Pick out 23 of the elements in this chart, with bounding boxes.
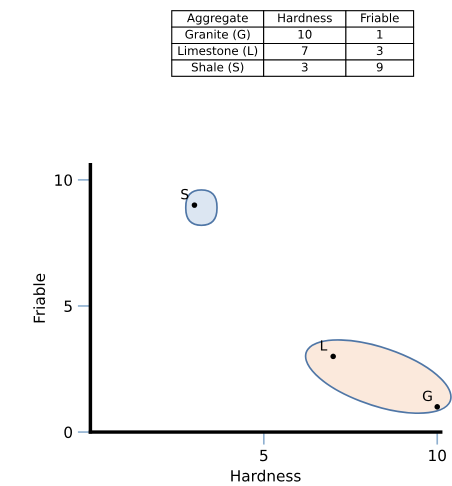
point <box>434 404 440 410</box>
text: Hardness <box>278 13 332 22</box>
category-label: Granite (G) <box>185 30 250 40</box>
text: Friable <box>361 13 399 22</box>
annotation: S <box>181 188 188 200</box>
x-axis-title: Hardness <box>231 470 301 482</box>
data-label: 3 <box>302 62 308 72</box>
annotation: L <box>320 340 328 351</box>
category-label: Limestone (L) <box>178 46 258 57</box>
category-label: Shale (S) <box>192 62 244 73</box>
data-label: 1 <box>377 30 382 39</box>
y-tick-label: 10 <box>55 174 72 186</box>
point <box>192 202 198 208</box>
y-tick-label: 0 <box>64 426 72 438</box>
y-axis-title: Friable <box>33 274 46 322</box>
data-label: 3 <box>376 46 383 56</box>
data-label: 7 <box>302 46 308 55</box>
text: Aggregate <box>187 14 248 25</box>
data-label: 10 <box>298 30 312 39</box>
annotation: G <box>422 390 432 402</box>
point <box>330 354 336 360</box>
y-tick-label: 5 <box>64 300 72 312</box>
data-label: 9 <box>376 62 383 72</box>
